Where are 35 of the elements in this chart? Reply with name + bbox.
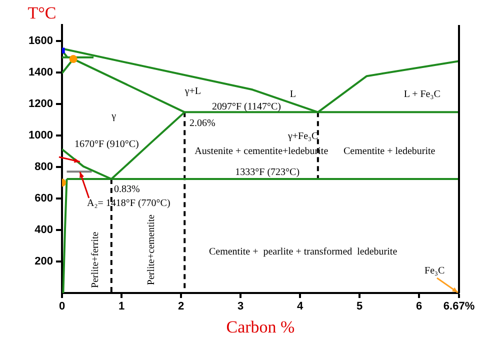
y-tick-label: 800 <box>34 160 53 173</box>
annotation: 1670°F (910°C) <box>74 138 139 150</box>
y-tick-label: 600 <box>34 192 53 204</box>
y-tick-label: 1200 <box>28 98 53 110</box>
annotation: Cementite + ledeburite <box>344 146 436 158</box>
x-tick-label: 2 <box>178 300 184 313</box>
annotation: Austenite + cementite+ledeburite <box>194 146 329 158</box>
annotation: L + Fe₃C <box>404 88 441 100</box>
y-tick-label: 1000 <box>28 129 53 142</box>
annotation: A₂= 1418°F (770°C) <box>87 198 170 210</box>
x-tick-label: 0 <box>58 300 66 313</box>
x-axis-title: Carbon % <box>226 317 295 336</box>
annotation: Perlite+ferrite <box>90 231 101 288</box>
annotation: 2.06% <box>190 118 216 129</box>
x-tick-label: 6 <box>416 300 422 313</box>
y-tick-label: 200 <box>34 256 53 268</box>
annotation: Perlite+cementite <box>146 214 157 286</box>
y-tick-label: 1600 <box>28 34 53 47</box>
x-tick-label: 3 <box>238 300 244 313</box>
y-tick-label: 400 <box>34 224 53 236</box>
annotation: 2097°F (1147°C) <box>212 102 282 113</box>
x-tick-label: 1 <box>118 300 125 313</box>
annotation: L <box>290 88 296 100</box>
y-tick-label: 1400 <box>28 66 53 78</box>
annotation: 0.83% <box>114 184 140 196</box>
annotation: 1333°F (723°C) <box>235 166 300 178</box>
x-tick-label: 6.67% <box>443 300 475 313</box>
annotation: Cementite + pearlite + transformed ledeburite <box>208 246 398 258</box>
y-axis-title: T°C <box>28 3 56 22</box>
annotation: Fe₃C <box>424 266 446 277</box>
annotation: γ <box>110 110 117 122</box>
annotation: γ+L <box>184 86 202 97</box>
x-tick-label: 4 <box>297 300 304 313</box>
annotation: γ+Fe₃C <box>286 130 318 142</box>
x-tick-label: 5 <box>356 300 363 313</box>
